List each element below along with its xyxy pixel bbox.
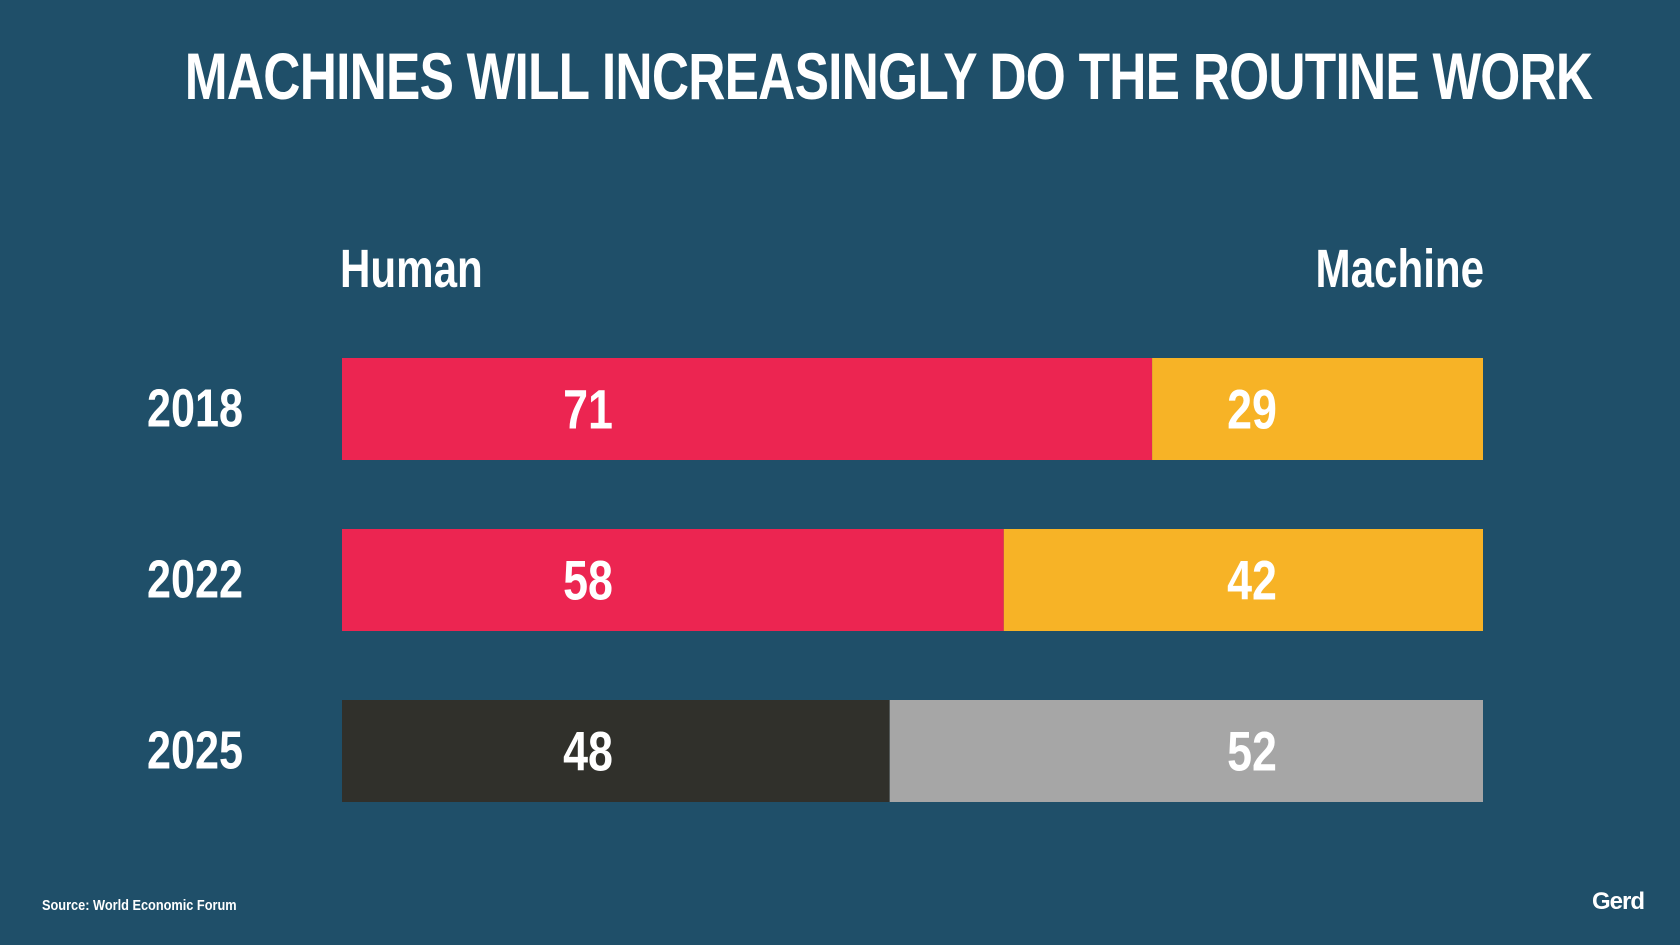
value-label-machine-2025: 52: [1227, 720, 1277, 783]
value-label-human-2018: 71: [563, 378, 613, 441]
bar-machine-2018: [1152, 358, 1483, 460]
bar-human-2018: [342, 358, 1153, 460]
brand-logo: Gerd: [1591, 888, 1645, 915]
category-label-2022: 2022: [147, 550, 243, 610]
legend-machine: Machine: [1315, 239, 1484, 299]
bar-human-2022: [342, 529, 1004, 631]
category-label-2018: 2018: [147, 379, 243, 439]
legend-human: Human: [340, 239, 483, 299]
value-label-machine-2018: 29: [1227, 378, 1277, 441]
value-label-machine-2022: 42: [1227, 549, 1277, 612]
bar-human-2025: [342, 700, 890, 802]
value-label-human-2025: 48: [563, 720, 613, 783]
chart-title: MACHINES WILL INCREASINGLY DO THE ROUTIN…: [184, 39, 1593, 113]
source-note: Source: World Economic Forum: [42, 897, 237, 914]
value-label-human-2022: 58: [563, 549, 613, 612]
bar-machine-2022: [1003, 529, 1483, 631]
category-label-2025: 2025: [147, 721, 243, 781]
bar-machine-2025: [889, 700, 1483, 802]
